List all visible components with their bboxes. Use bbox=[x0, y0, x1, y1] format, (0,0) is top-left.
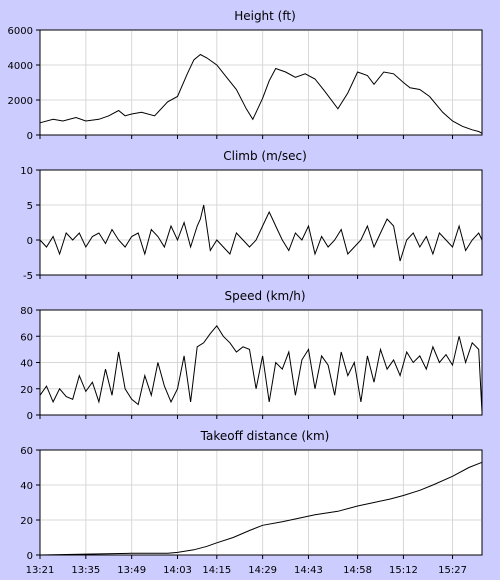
x-tick-label: 13:21 bbox=[26, 565, 55, 576]
plot-area bbox=[39, 29, 483, 136]
x-tick-label: 14:43 bbox=[294, 565, 323, 576]
series-line bbox=[39, 461, 483, 556]
y-tick-label: 0 bbox=[27, 411, 33, 422]
chart-panel-1: Height (ft) 0 2000 4000 6000 bbox=[8, 9, 483, 142]
series-line bbox=[39, 53, 483, 134]
y-tick-label: 60 bbox=[20, 332, 33, 343]
y-tick-label: 20 bbox=[20, 516, 33, 527]
x-tick-label: 14:15 bbox=[202, 565, 231, 576]
y-tick-label: 40 bbox=[20, 481, 33, 492]
y-tick-label: -5 bbox=[23, 271, 33, 282]
y-tick-label: 60 bbox=[20, 446, 33, 457]
x-axis-labels: 13:21 13:35 13:49 14:03 14:15 14:29 14:43 14:58… bbox=[26, 565, 467, 576]
y-tick-label: 0 bbox=[27, 551, 33, 562]
plot-area bbox=[39, 449, 483, 556]
y-tick-label: 10 bbox=[20, 166, 33, 177]
x-tick-label: 15:12 bbox=[389, 565, 418, 576]
y-tick-label: 40 bbox=[20, 359, 33, 370]
x-tick-label: 15:27 bbox=[438, 565, 467, 576]
x-tick-label: 14:03 bbox=[163, 565, 192, 576]
series-line bbox=[39, 324, 483, 413]
x-tick-label: 13:35 bbox=[71, 565, 100, 576]
x-tick-label: 14:58 bbox=[343, 565, 372, 576]
chart-title: Climb (m/sec) bbox=[223, 149, 307, 163]
y-tick-label: 0 bbox=[27, 236, 33, 247]
y-tick-label: 20 bbox=[20, 385, 33, 396]
x-tick-label: 14:29 bbox=[248, 565, 277, 576]
y-tick-label: 6000 bbox=[8, 26, 33, 37]
chart-title: Height (ft) bbox=[234, 9, 296, 23]
series-line bbox=[39, 204, 483, 262]
chart-panel-3: Speed (km/h) 0 20 40 60 80 bbox=[20, 289, 483, 422]
y-tick-label: 80 bbox=[20, 306, 33, 317]
x-tick-label: 13:49 bbox=[117, 565, 146, 576]
y-tick-label: 0 bbox=[27, 131, 33, 142]
chart-panel-4: Takeoff distance (km) 0 20 40 60 bbox=[20, 429, 483, 562]
chart-title: Takeoff distance (km) bbox=[200, 429, 330, 443]
y-tick-label: 2000 bbox=[8, 96, 33, 107]
plot-area bbox=[39, 169, 483, 276]
chart-title: Speed (km/h) bbox=[224, 289, 305, 303]
y-tick-label: 4000 bbox=[8, 61, 33, 72]
chart-panel-2: Climb (m/sec) -5 0 5 10 bbox=[20, 149, 483, 282]
y-tick-label: 5 bbox=[27, 201, 33, 212]
